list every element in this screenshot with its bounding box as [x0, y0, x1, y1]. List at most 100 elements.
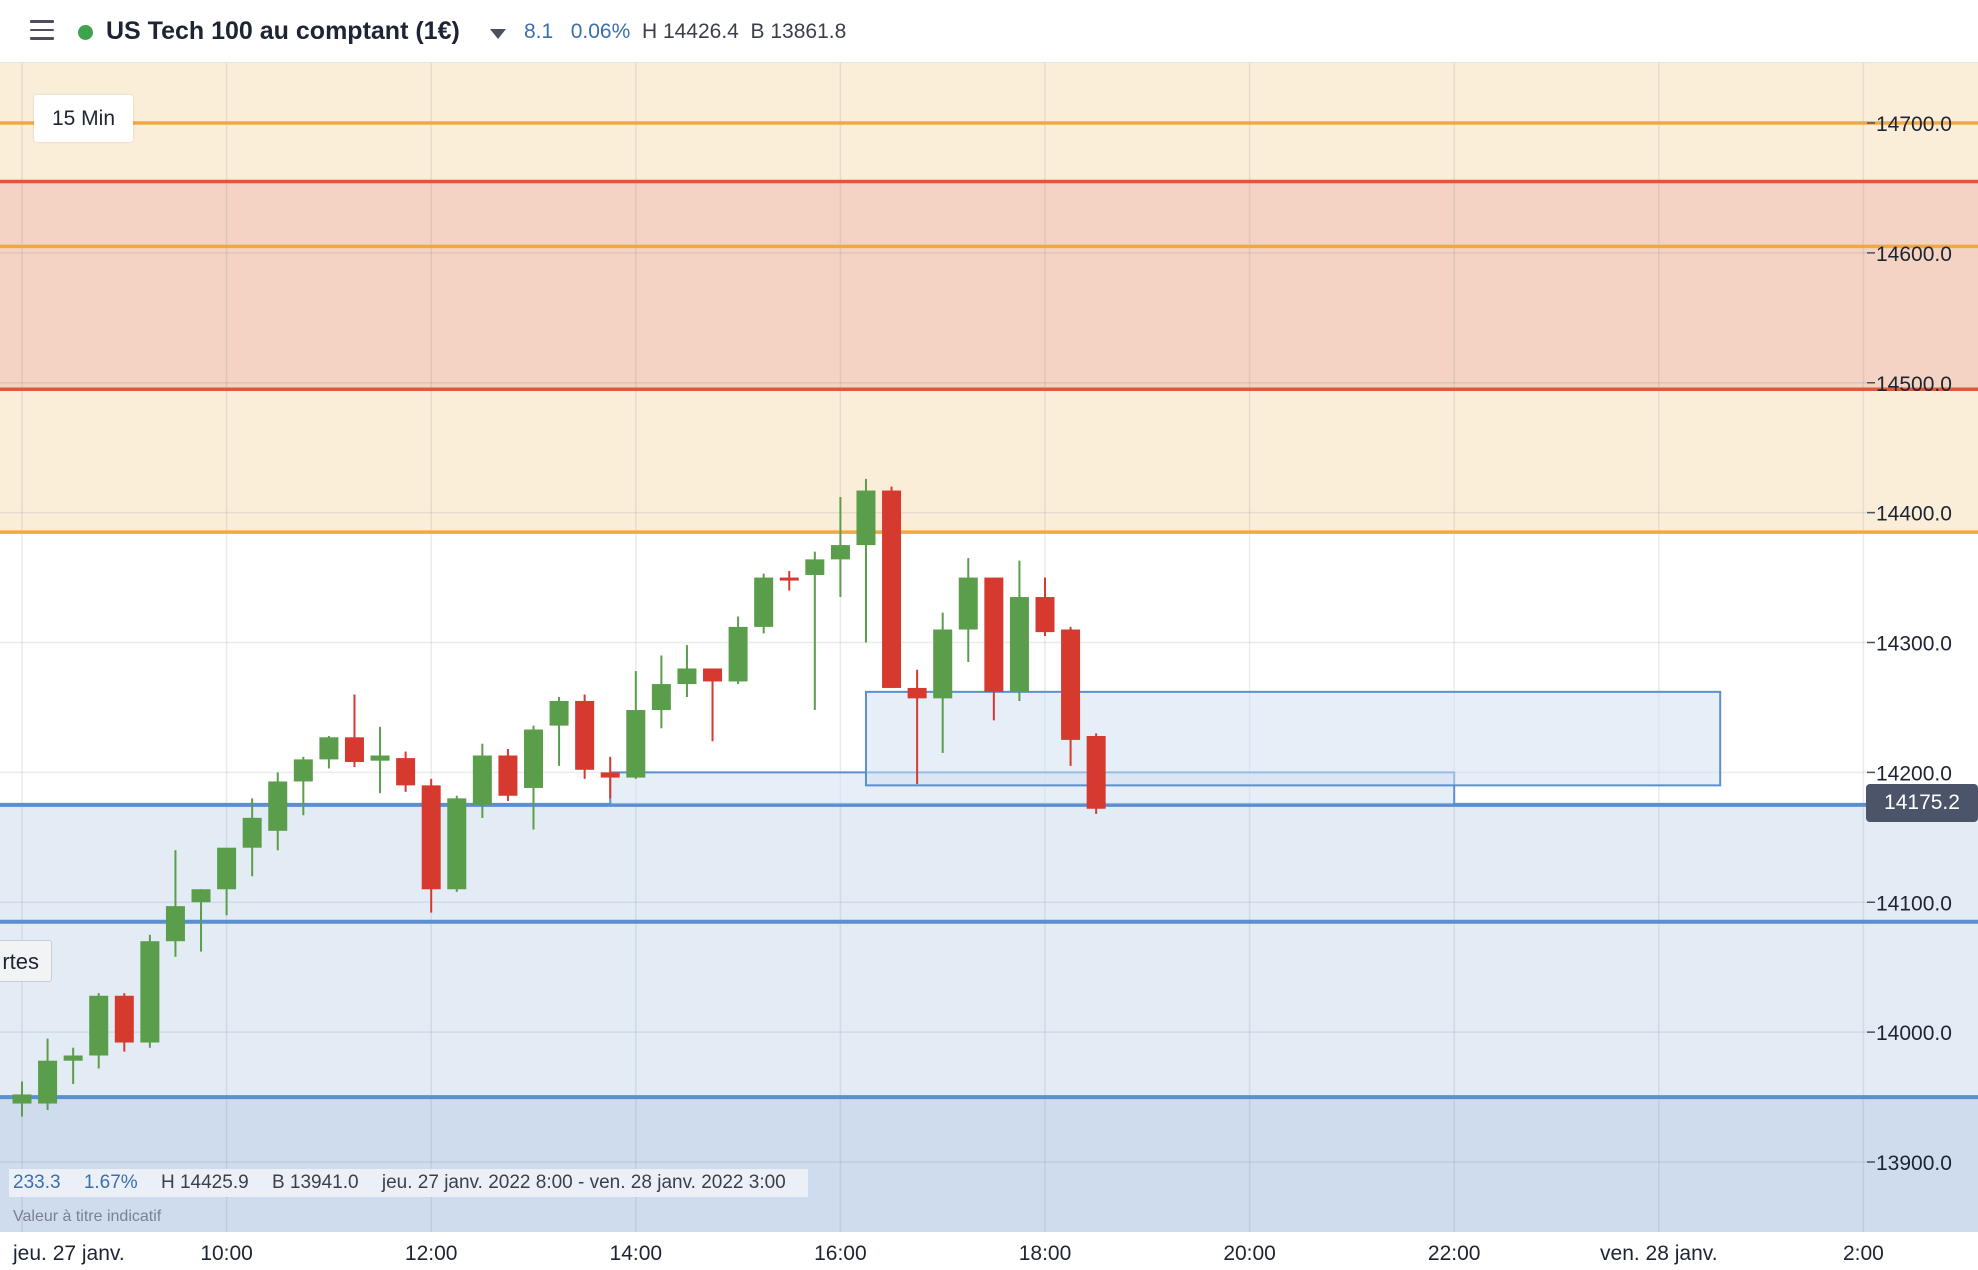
zone-red-1 — [0, 181, 1978, 390]
candle-body-2 — [63, 1055, 83, 1061]
candle-7 — [191, 889, 211, 952]
candle-body-19 — [498, 755, 518, 796]
candle-8 — [217, 847, 237, 916]
candle-37 — [958, 558, 978, 662]
quote-low: B 13861.8 — [750, 20, 847, 43]
candle-body-7 — [191, 889, 211, 903]
candle-body-4 — [114, 995, 134, 1043]
candle-body-8 — [217, 847, 237, 890]
range-period: jeu. 27 janv. 2022 8:00 - ven. 28 janv. … — [381, 1172, 786, 1193]
candle-35 — [907, 669, 927, 785]
candle-body-17 — [447, 798, 467, 890]
candle-body-42 — [1086, 736, 1106, 809]
candle-34 — [882, 486, 902, 688]
candle-17 — [447, 795, 467, 892]
candle-4 — [114, 993, 134, 1052]
range-change-pct: 1.67% — [83, 1172, 138, 1193]
time-tick-label-2: 12:00 — [405, 1242, 458, 1265]
candle-body-26 — [677, 668, 697, 685]
candle-body-10 — [268, 781, 288, 831]
candle-18 — [472, 743, 492, 818]
price-tick-label-8: 13900.0 — [1876, 1152, 1952, 1175]
side-panel-tab[interactable]: rtes — [0, 940, 52, 982]
instrument-name[interactable]: US Tech 100 au comptant (1€) — [106, 17, 460, 45]
time-tick-label-8: ven. 28 janv. — [1600, 1242, 1718, 1265]
candle-14 — [370, 726, 390, 794]
price-tick-label-1: 14600.0 — [1876, 243, 1952, 266]
quote-change: 8.1 — [524, 20, 554, 43]
time-tick-label-3: 14:00 — [610, 1242, 663, 1265]
candle-38 — [984, 577, 1004, 721]
instrument-dropdown-caret-icon[interactable] — [490, 29, 506, 39]
zones-layer — [0, 63, 1978, 1232]
candle-3 — [89, 993, 109, 1069]
price-chart[interactable]: 14700.0 14600.0 14500.0 14400.0 14300.0 14200… — [0, 63, 1978, 1270]
candle-42 — [1086, 733, 1106, 814]
candle-body-27 — [703, 668, 723, 682]
candle-10 — [268, 772, 288, 851]
time-tick-label-5: 18:00 — [1019, 1242, 1072, 1265]
candle-body-5 — [140, 941, 160, 1043]
range-stats-bar: 233.3 1.67% H 14425.9 B 13941.0 jeu. 27 … — [9, 1169, 808, 1197]
candle-36 — [933, 612, 953, 753]
time-tick-label-6: 20:00 — [1223, 1242, 1276, 1265]
interval-badge[interactable]: 15 Min — [34, 95, 133, 142]
candle-body-25 — [651, 684, 671, 711]
boxes-layer — [609, 690, 1722, 806]
candle-body-22 — [575, 700, 595, 770]
candle-31 — [805, 551, 825, 711]
candle-body-30 — [779, 577, 799, 581]
price-tick-label-4: 14300.0 — [1876, 633, 1952, 656]
candle-body-3 — [89, 995, 109, 1056]
candle-body-28 — [728, 626, 748, 682]
candle-2 — [63, 1047, 83, 1085]
candle-1 — [38, 1038, 58, 1111]
candle-6 — [165, 850, 185, 957]
candle-26 — [677, 645, 697, 698]
candle-body-33 — [856, 490, 876, 546]
candle-body-23 — [600, 772, 620, 778]
candle-24 — [626, 671, 646, 779]
candle-19 — [498, 748, 518, 801]
candle-22 — [575, 694, 595, 779]
hamburger-menu-icon[interactable] — [30, 20, 54, 40]
candles-layer — [12, 478, 1106, 1117]
candle-15 — [396, 751, 416, 792]
candle-body-41 — [1061, 629, 1081, 740]
candle-body-11 — [293, 759, 313, 782]
candle-25 — [651, 655, 671, 729]
candle-body-13 — [344, 737, 364, 762]
disclaimer-text: Valeur à titre indicatif — [13, 1208, 162, 1225]
candle-body-36 — [933, 629, 953, 699]
candle-21 — [549, 697, 569, 766]
quote-change-pct: 0.06% — [570, 20, 631, 43]
candle-12 — [319, 736, 339, 769]
candle-body-20 — [524, 729, 543, 788]
candle-32 — [830, 497, 850, 598]
candle-body-31 — [805, 559, 825, 575]
candle-body-14 — [370, 755, 390, 761]
candle-28 — [728, 616, 748, 685]
candle-body-15 — [396, 758, 416, 786]
candle-23 — [600, 756, 620, 799]
candle-body-12 — [319, 737, 339, 760]
candle-body-37 — [958, 577, 978, 630]
candle-13 — [344, 694, 364, 768]
candle-body-18 — [472, 755, 492, 805]
price-tick-label-3: 14400.0 — [1876, 503, 1952, 526]
candle-body-6 — [165, 906, 185, 942]
price-axis: 14700.0 14600.0 14500.0 14400.0 14300.0 14200… — [1867, 113, 1952, 1175]
market-status-dot — [78, 25, 93, 40]
candle-body-35 — [907, 687, 927, 699]
candle-9 — [242, 798, 262, 877]
zone-box-1 — [864, 690, 1722, 787]
candle-body-24 — [626, 710, 646, 778]
range-low: B 13941.0 — [271, 1172, 359, 1193]
price-tick-label-5: 14200.0 — [1876, 762, 1952, 785]
last-price-tag: 14175.2 — [1866, 784, 1978, 822]
time-tick-label-7: 22:00 — [1428, 1242, 1481, 1265]
time-axis: jeu. 27 janv. 10:00 12:00 14:00 16:00 18:00 20… — [0, 1232, 1978, 1270]
candle-body-16 — [421, 785, 441, 890]
candle-body-34 — [882, 490, 902, 688]
candle-body-38 — [984, 577, 1004, 692]
